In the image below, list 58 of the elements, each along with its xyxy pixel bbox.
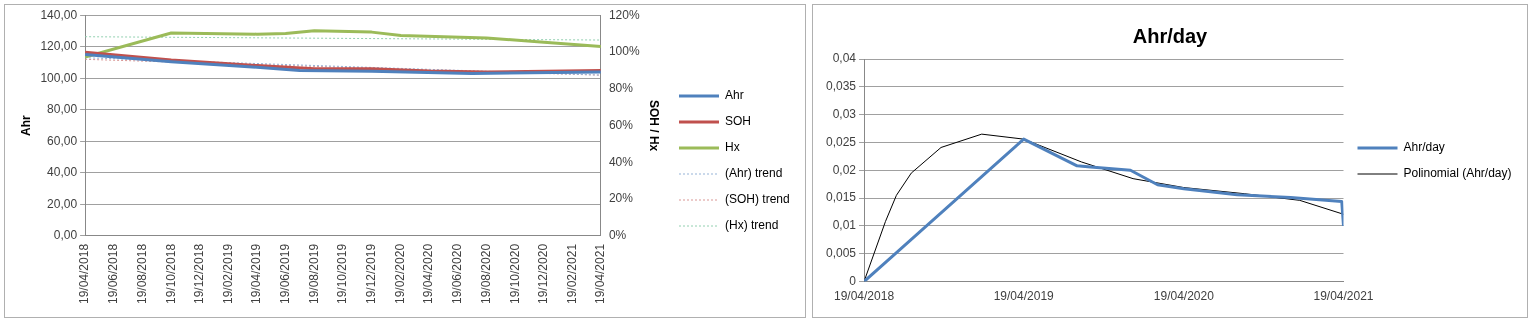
y2-tick-label: 40% <box>608 154 634 169</box>
legend-label: Ahr/day <box>1403 140 1445 155</box>
x-tick-label: 19/08/2019 <box>306 243 321 304</box>
y-tick-label: 0,03 <box>832 106 857 121</box>
x-tick-label: 19/04/2020 <box>421 243 436 304</box>
y2-tick-label: 100% <box>608 44 640 59</box>
x-tick-label: 19/04/2018 <box>77 243 92 304</box>
y-tick-label: 0,035 <box>826 79 857 94</box>
y-axis-title: Ahr <box>18 114 33 136</box>
y-tick-label: 20,00 <box>47 196 78 211</box>
y-tick-label: 120,00 <box>40 39 78 54</box>
x-tick-label: 19/06/2020 <box>450 243 465 304</box>
y-tick-label: 60,00 <box>47 133 78 148</box>
y-tick-label: 0 <box>849 273 857 288</box>
y2-tick-label: 60% <box>608 117 634 132</box>
y-tick-label: 100,00 <box>40 70 78 85</box>
x-tick-label: 19/12/2019 <box>364 243 379 304</box>
chart-title: Ahr/day <box>1132 24 1209 47</box>
x-tick-label: 19/08/2018 <box>134 243 149 304</box>
y-tick-label: 140,00 <box>40 7 78 22</box>
x-tick-label: 19/04/2020 <box>1153 289 1215 304</box>
y-tick-label: 0,005 <box>826 246 857 261</box>
y-tick-label: 0,025 <box>826 134 857 149</box>
y2-tick-label: 80% <box>608 81 634 96</box>
x-tick-label: 19/04/2021 <box>593 243 608 304</box>
y-tick-label: 40,00 <box>47 165 78 180</box>
x-tick-label: 19/04/2019 <box>993 289 1055 304</box>
x-tick-label: 19/06/2018 <box>106 243 121 304</box>
x-tick-label: 19/02/2021 <box>565 243 580 304</box>
y2-tick-label: 20% <box>608 191 634 206</box>
y-tick-label: 80,00 <box>47 102 78 117</box>
legend-label: Polinomial (Ahr/day) <box>1403 166 1512 181</box>
legend-label: Ahr <box>725 88 744 103</box>
x-tick-label: 19/12/2020 <box>536 243 551 304</box>
x-tick-label: 19/02/2019 <box>221 243 236 304</box>
legend-label: (Ahr) trend <box>725 166 783 181</box>
legend-label: (Hx) trend <box>725 218 779 233</box>
y2-tick-label: 120% <box>608 7 640 22</box>
y2-axis-title: SOH / Hx <box>647 99 662 152</box>
y-tick-label: 0,015 <box>826 190 857 205</box>
legend-label: SOH <box>725 114 752 129</box>
x-tick-label: 19/12/2018 <box>192 243 207 304</box>
legend-label: Hx <box>725 140 740 155</box>
x-tick-label: 19/06/2019 <box>277 243 292 304</box>
y-tick-label: 0,01 <box>832 218 857 233</box>
y-tick-label: 0,02 <box>832 162 857 177</box>
x-tick-label: 19/10/2020 <box>507 243 522 304</box>
x-tick-label: 19/04/2018 <box>834 289 895 304</box>
y-tick-label: 0,00 <box>53 228 78 243</box>
legend-label: (SOH) trend <box>725 192 790 207</box>
x-tick-label: 19/04/2019 <box>249 243 264 304</box>
x-tick-label: 19/08/2020 <box>478 243 493 304</box>
x-tick-label: 19/10/2019 <box>335 243 350 304</box>
x-tick-label: 19/10/2018 <box>163 243 178 304</box>
y2-tick-label: 0% <box>608 228 627 243</box>
x-tick-label: 19/04/2021 <box>1313 289 1374 304</box>
y-tick-label: 0,04 <box>832 51 857 66</box>
x-tick-label: 19/02/2020 <box>393 243 408 304</box>
